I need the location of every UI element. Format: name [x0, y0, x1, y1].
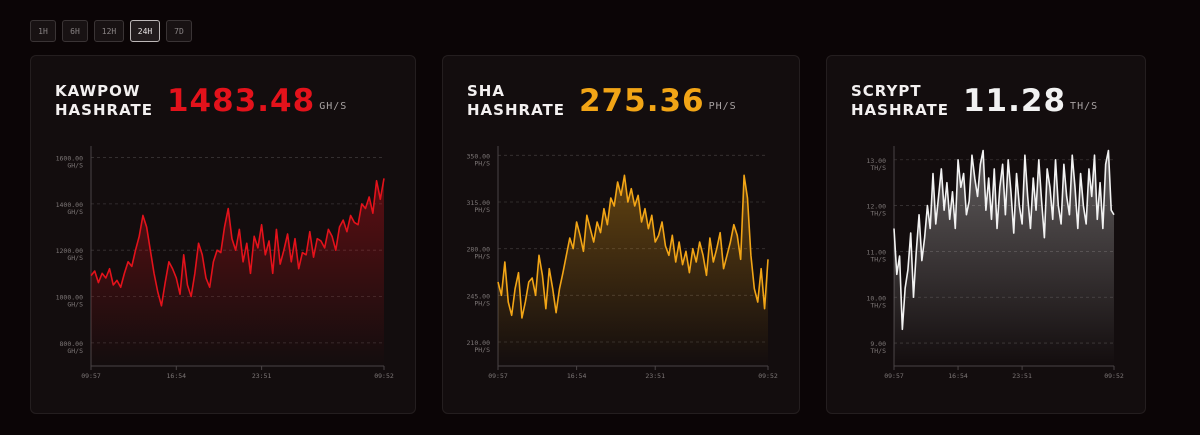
chart-panel: 210.00 PH/S 245.00 PH/S 280.00 PH/S 315.00 PH/S…: [442, 55, 800, 414]
data-line: [497, 174, 769, 319]
x-tick-label: 16:54: [948, 372, 968, 380]
y-tick-label: 13.00: [866, 157, 886, 165]
y-tick-unit: TH/S: [870, 164, 886, 172]
y-tick-label: 10.00: [866, 294, 886, 302]
chart-title: KAWPOW HASHRATE: [55, 82, 153, 119]
x-tick-label: 09:57: [884, 372, 904, 380]
x-tick-label: 16:54: [167, 372, 187, 380]
x-tick-label: 23:51: [252, 372, 272, 380]
area-fill: [894, 150, 1114, 366]
value-unit: TH/S: [1070, 101, 1099, 112]
chart: 210.00PH/S245.00PH/S280.00PH/S315.00PH/S…: [467, 146, 778, 380]
x-tick-label: 09:52: [374, 372, 394, 380]
y-tick-label: 11.00: [866, 248, 886, 256]
y-tick-unit: GH/S: [67, 347, 83, 355]
area-fill: [498, 175, 768, 366]
panel-header: SCRYPT HASHRATE 11.28 TH/S: [851, 82, 1098, 120]
x-tick-label: 09:57: [81, 372, 101, 380]
data-line: [893, 149, 1115, 331]
panel-header: SHA HASHRATE 275.36 PH/S: [467, 82, 737, 120]
y-tick-label: 280.00: [467, 246, 491, 254]
current-value: 275.36: [578, 83, 705, 119]
y-tick-unit: GH/S: [67, 208, 83, 216]
time-range-button[interactable]: 7D: [166, 20, 192, 42]
x-tick-label: 09:52: [1104, 372, 1124, 380]
chart: 9.00TH/S10.00TH/S11.00TH/S12.00TH/S13.00…: [866, 146, 1124, 380]
y-tick-unit: TH/S: [870, 347, 886, 355]
time-range-selector: 1H 6H 12H 24H 7D: [30, 20, 192, 42]
y-tick-label: 315.00: [467, 199, 491, 207]
y-tick-label: 800.00: [60, 340, 84, 348]
chart-panel: 9.00 TH/S 10.00 TH/S 11.00 TH/S 12.00 TH/S 13.00…: [826, 55, 1146, 414]
time-range-button[interactable]: 6H: [62, 20, 88, 42]
y-tick-unit: TH/S: [870, 301, 886, 309]
y-tick-unit: PH/S: [474, 206, 490, 214]
y-tick-unit: PH/S: [474, 299, 490, 307]
y-tick-label: 1200.00: [56, 247, 83, 255]
current-value: 1483.48: [166, 83, 316, 119]
chart-title: SHA HASHRATE: [467, 82, 565, 119]
y-tick-unit: PH/S: [474, 253, 490, 261]
panel-header: KAWPOW HASHRATE 1483.48 GH/S: [55, 82, 347, 120]
y-tick-label: 1400.00: [56, 201, 83, 209]
y-tick-label: 210.00: [467, 339, 491, 347]
time-range-button[interactable]: 12H: [94, 20, 124, 42]
x-tick-label: 23:51: [1012, 372, 1032, 380]
x-tick-label: 09:57: [488, 372, 508, 380]
y-tick-label: 12.00: [866, 203, 886, 211]
y-tick-unit: GH/S: [67, 254, 83, 262]
y-tick-label: 1000.00: [56, 294, 83, 302]
y-tick-label: 245.00: [467, 292, 491, 300]
y-tick-label: 9.00: [870, 340, 886, 348]
x-tick-label: 23:51: [645, 372, 665, 380]
chart: 800.00GH/S1000.00GH/S1200.00GH/S1400.00G…: [56, 146, 394, 380]
data-line: [90, 178, 385, 307]
y-tick-label: 1600.00: [56, 155, 83, 163]
value-unit: GH/S: [319, 101, 348, 112]
value-unit: PH/S: [708, 101, 737, 112]
current-value: 11.28: [962, 83, 1067, 119]
x-tick-label: 16:54: [567, 372, 587, 380]
y-tick-unit: GH/S: [67, 162, 83, 170]
y-tick-unit: TH/S: [870, 255, 886, 263]
chart-panel: 800.00 GH/S 1000.00 GH/S 1200.00 GH/S 1400.00 G…: [30, 55, 416, 414]
time-range-button[interactable]: 24H: [130, 20, 160, 42]
y-tick-label: 350.00: [467, 152, 491, 160]
y-tick-unit: PH/S: [474, 346, 490, 354]
y-tick-unit: GH/S: [67, 301, 83, 309]
chart-title: SCRYPT HASHRATE: [851, 82, 949, 119]
x-tick-label: 09:52: [758, 372, 778, 380]
area-fill: [91, 178, 384, 366]
time-range-button[interactable]: 1H: [30, 20, 56, 42]
y-tick-unit: PH/S: [474, 159, 490, 167]
y-tick-unit: TH/S: [870, 210, 886, 218]
